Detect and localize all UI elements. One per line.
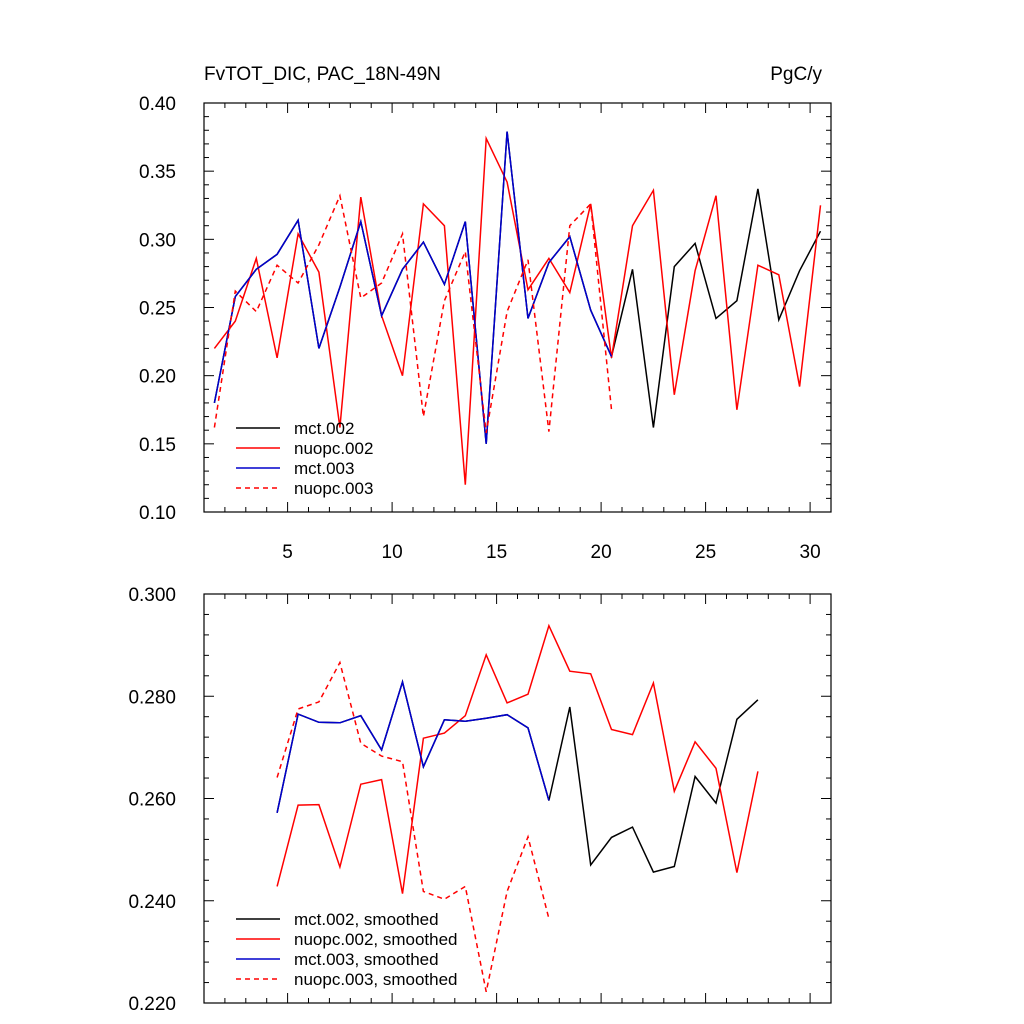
y-tick-label: 0.280	[128, 687, 176, 708]
series-line-mct-002-smoothed	[276, 679, 759, 873]
x-tick-label: 25	[695, 542, 716, 563]
x-tick-label: 10	[382, 542, 403, 563]
series-line-nuopc-002-smoothed	[276, 623, 759, 894]
series-line-mct-003-smoothed	[276, 679, 550, 813]
legend-label: nuopc.002, smoothed	[294, 930, 458, 949]
series-line-nuopc-003-smoothed	[276, 660, 550, 992]
legend-label: mct.002, smoothed	[294, 910, 439, 929]
bottom-panel: 0.220 0.240 0.260 0.280 0.300 mct.002, smooth…	[128, 585, 832, 1015]
y-tick-label: 0.20	[139, 367, 176, 388]
series-line-nuopc-003	[213, 193, 613, 434]
legend-label: nuopc.003, smoothed	[294, 970, 458, 989]
y-tick-label: 0.25	[139, 299, 176, 320]
legend-label: mct.003	[294, 459, 354, 478]
chart-title: FvTOT_DIC, PAC_18N-49N	[204, 64, 441, 85]
y-tick-label: 0.220	[128, 994, 176, 1015]
series-line-mct-002	[213, 131, 822, 444]
series-line-mct-003	[213, 131, 613, 444]
legend-label: nuopc.002	[294, 439, 373, 458]
y-tick-label: 0.260	[128, 790, 176, 811]
x-tick-label: 30	[800, 542, 821, 563]
unit-label: PgC/y	[770, 64, 822, 85]
legend-label: mct.003, smoothed	[294, 950, 439, 969]
y-tick-label: 0.30	[139, 230, 176, 251]
x-tick-label: 5	[282, 542, 293, 563]
top-panel: 0.10 0.15 0.20 0.25 0.30 0.35 0.40 5 10 15 20 25 30 m…	[139, 94, 832, 563]
legend-label: nuopc.003	[294, 479, 373, 498]
y-tick-label: 0.240	[128, 892, 176, 913]
y-tick-label: 0.10	[139, 503, 176, 524]
y-tick-label: 0.40	[139, 94, 176, 115]
x-tick-label: 15	[486, 542, 507, 563]
y-tick-label: 0.15	[139, 435, 176, 456]
series-line-nuopc-002	[213, 135, 822, 485]
y-tick-label: 0.35	[139, 162, 176, 183]
y-tick-label: 0.300	[128, 585, 176, 606]
x-tick-label: 20	[591, 542, 612, 563]
legend-label: mct.002	[294, 419, 354, 438]
